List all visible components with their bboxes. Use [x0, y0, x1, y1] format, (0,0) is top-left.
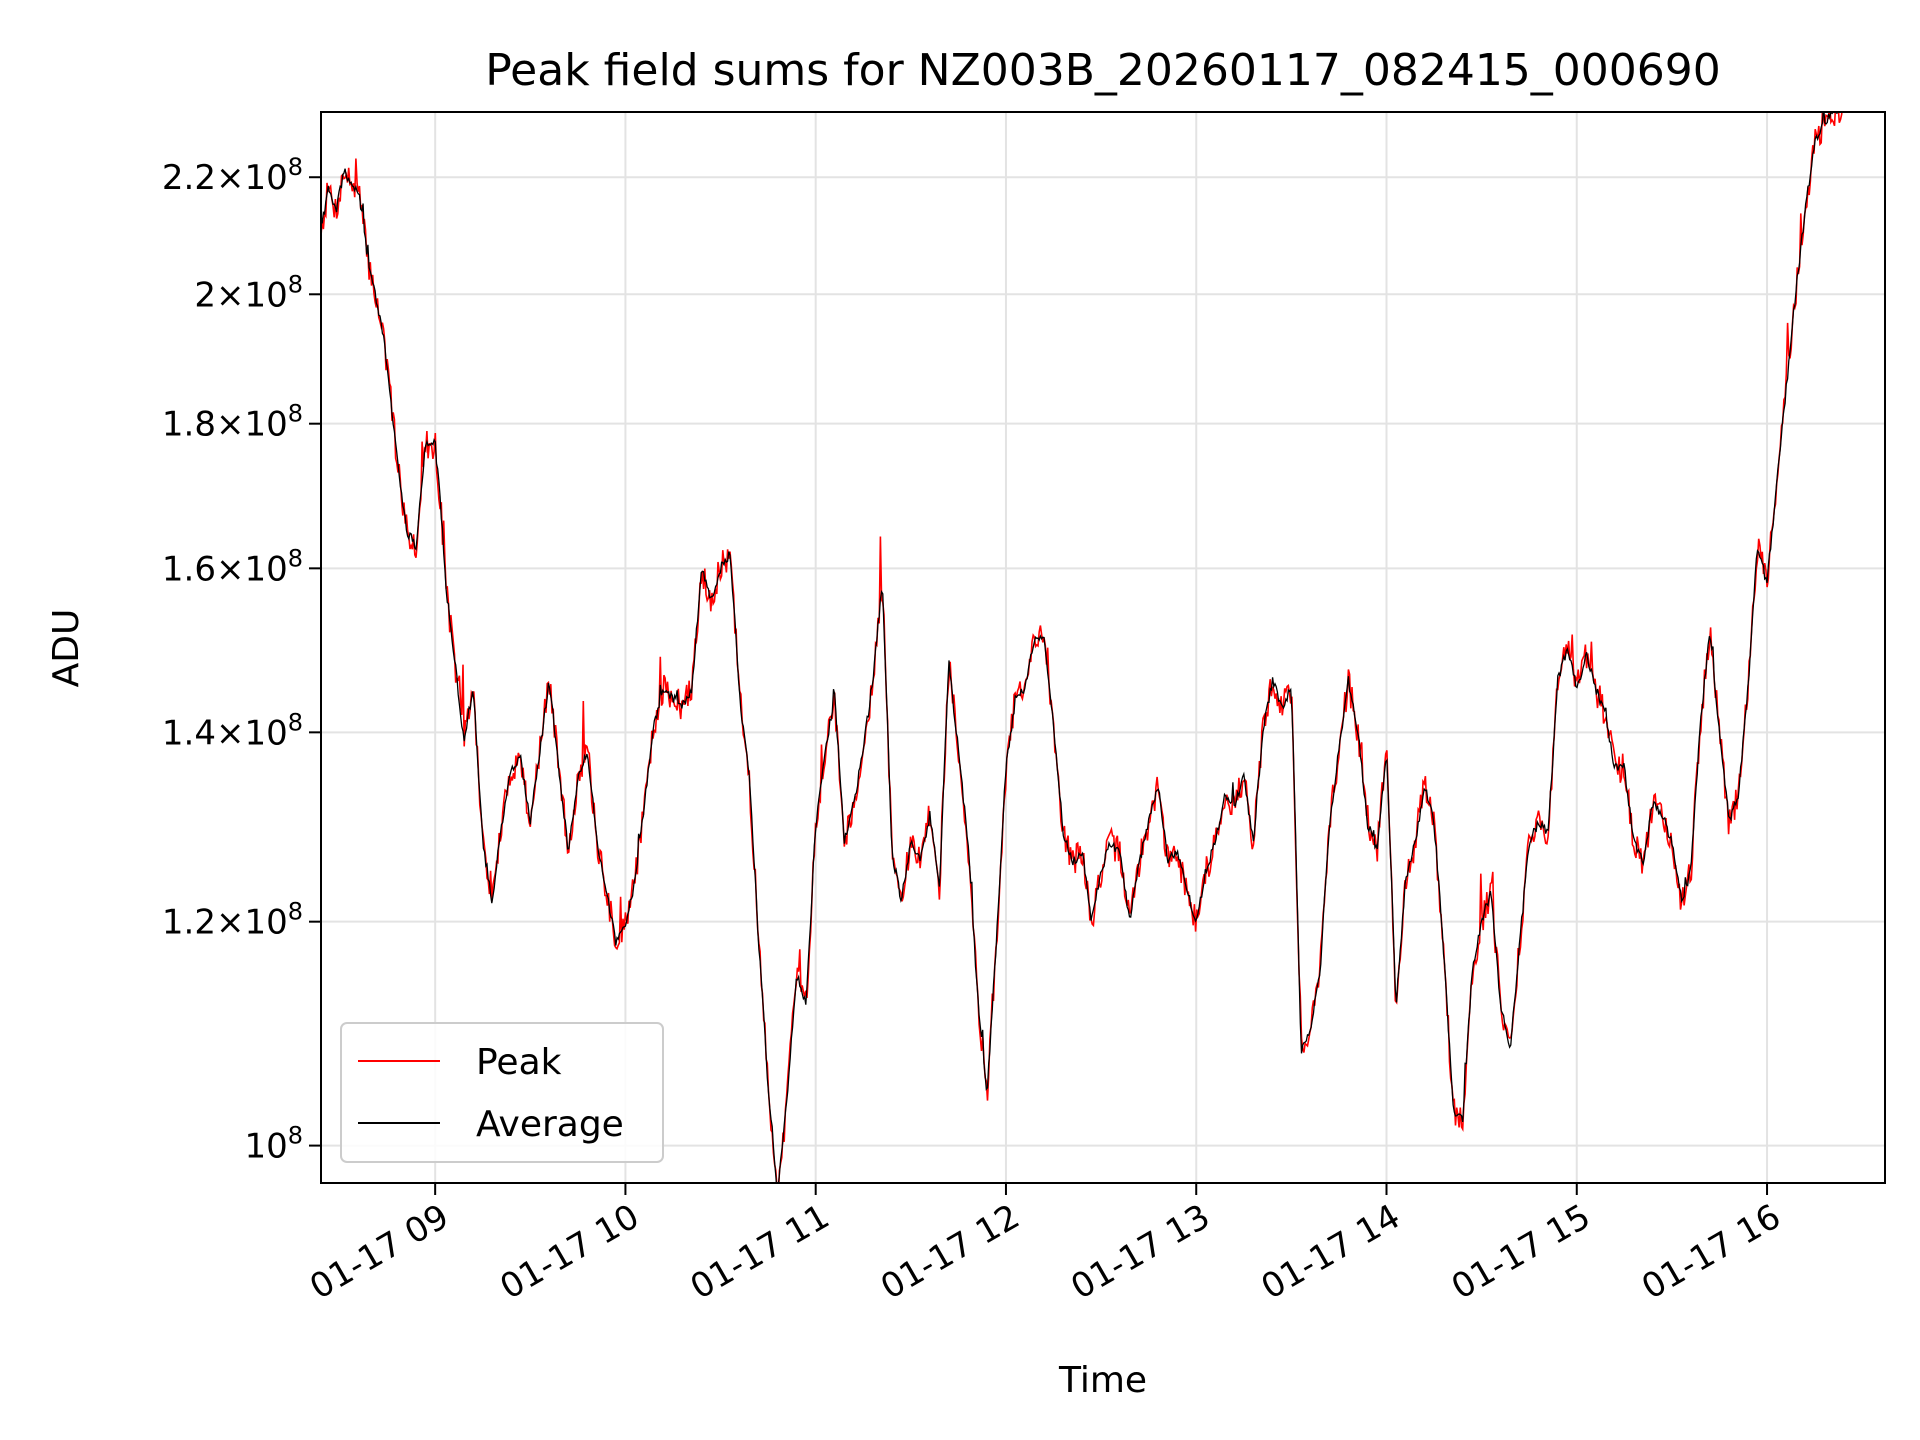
- chart-title: Peak field sums for NZ003B_20260117_0824…: [485, 45, 1721, 96]
- y-axis: 108 1.2×108 1.4×108 1.6×108 1.8×108 2×108 2.2×…: [162, 153, 321, 1167]
- y-tick-label: 1.2×108: [162, 898, 303, 943]
- series-line-average: [321, 112, 1841, 1183]
- y-tick-label: 1.6×108: [162, 544, 303, 589]
- y-axis-label: ADU: [46, 609, 87, 688]
- y-tick-label: 2.2×108: [162, 153, 303, 198]
- legend-box: [340, 1022, 664, 1163]
- legend-peak-label: Peak: [476, 1042, 562, 1083]
- y-tick-label: 1.4×108: [162, 708, 303, 753]
- series-group: [321, 112, 1843, 1183]
- plot-frame: [320, 111, 1886, 1184]
- y-tick-label: 2×108: [194, 270, 303, 315]
- legend: Peak Average: [340, 1022, 664, 1163]
- y-tick-label: 1.8×108: [162, 400, 303, 445]
- x-axis-label: Time: [1058, 1360, 1147, 1401]
- legend-average-label: Average: [476, 1104, 624, 1145]
- y-tick-label: 108: [244, 1122, 303, 1167]
